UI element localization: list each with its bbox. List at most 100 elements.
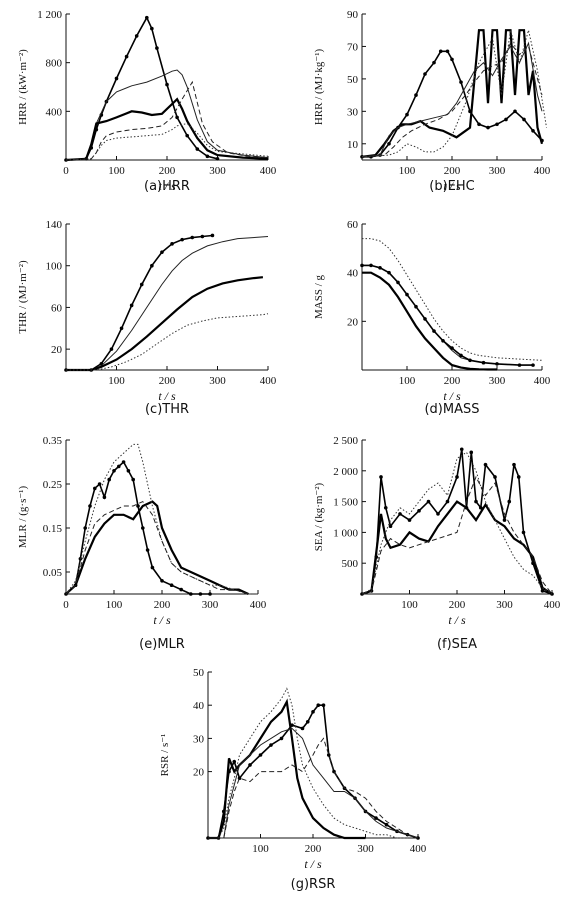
y-tick-label: 60 (51, 302, 63, 314)
y-tick-label: 500 (342, 558, 359, 570)
data-point (121, 460, 126, 464)
panel-d: 100 200 300 400 20 40 60 MASS / g t / s(d)MASS (313, 219, 551, 417)
x-tick-label: 100 (399, 375, 416, 387)
series-line-dot (208, 687, 408, 839)
data-point (423, 72, 427, 76)
y-tick-label: 100 (46, 261, 63, 273)
data-point (531, 129, 535, 133)
data-point (455, 475, 459, 479)
data-point (190, 235, 195, 240)
series-line-dot (65, 122, 269, 161)
y-tick-label: 20 (51, 344, 63, 356)
series-line-dot (361, 30, 547, 158)
data-point (208, 592, 212, 596)
data-point (160, 250, 164, 254)
y-tick-label: 20 (193, 767, 205, 779)
data-point (387, 270, 391, 275)
y-axis-label: HRR / (MJ·kg⁻¹) (313, 49, 325, 126)
panel-caption: (b)EHC (429, 179, 474, 194)
y-tick-label: 2 000 (333, 466, 358, 478)
x-tick-label: 300 (357, 843, 374, 855)
data-point (478, 505, 483, 510)
series-line-dash (65, 500, 258, 595)
data-point (379, 475, 383, 479)
data-point (248, 763, 252, 767)
y-axis-label: THR / (MJ·m⁻²) (17, 260, 29, 334)
data-point (232, 759, 237, 764)
data-point (414, 304, 418, 309)
series-line-bold (361, 29, 544, 158)
data-point (93, 486, 97, 491)
data-point (124, 54, 129, 59)
data-point (185, 133, 189, 138)
y-tick-label: 1 500 (333, 497, 358, 509)
series-line-solid (362, 264, 533, 366)
data-point (450, 346, 454, 350)
panel-b: 100 200 300 400 10 30 50 70 90 HRR / (MJ·kg⁻¹) t /… (313, 9, 551, 194)
data-point (136, 504, 140, 508)
series-line-dash (208, 737, 419, 839)
series-line-marker (66, 234, 213, 371)
series-line-marker (208, 704, 419, 839)
data-point (512, 462, 516, 467)
y-tick-label: 50 (193, 667, 205, 679)
data-point (374, 816, 378, 820)
series-line-dot (66, 313, 269, 371)
panel-c: 100 200 300 400 20 60 100 140 THR / (MJ·m⁻²) t / … (17, 219, 277, 417)
x-tick-label: 300 (489, 375, 506, 387)
data-point (279, 736, 284, 741)
data-point (504, 117, 508, 122)
data-point (405, 112, 409, 117)
data-point (195, 147, 200, 151)
data-point (387, 141, 391, 146)
data-point (88, 504, 92, 508)
series-line-marker (362, 264, 533, 366)
data-point (169, 583, 174, 587)
y-tick-label: 40 (347, 268, 359, 280)
data-point (131, 477, 135, 482)
data-point (414, 93, 418, 97)
x-tick-label: 200 (154, 599, 171, 611)
x-tick-label: 300 (496, 599, 513, 611)
data-point (311, 710, 315, 714)
data-point (360, 263, 364, 268)
data-point (459, 353, 463, 358)
data-point (477, 122, 481, 127)
data-point (436, 512, 440, 516)
data-point (145, 548, 150, 552)
data-point (481, 360, 486, 365)
data-point (119, 326, 124, 331)
data-point (468, 358, 472, 363)
y-axis-label: SEA / (kg·m⁻²) (313, 482, 325, 551)
x-tick-label: 300 (489, 165, 506, 177)
series-line-solid (208, 727, 419, 839)
y-tick-label: 0.25 (43, 479, 63, 491)
data-point (139, 282, 144, 287)
data-point (102, 495, 107, 500)
data-point (417, 509, 421, 513)
data-point (109, 347, 114, 351)
data-point (134, 34, 139, 38)
data-point (540, 589, 545, 593)
panel-caption: (e)MLR (139, 637, 185, 652)
data-point (450, 57, 454, 62)
data-point (150, 263, 154, 268)
data-point (432, 329, 436, 333)
data-point (516, 475, 521, 479)
data-point (300, 726, 305, 731)
series-line-bold (362, 271, 497, 371)
data-point (145, 15, 149, 20)
data-point (493, 475, 497, 479)
x-tick-label: 100 (252, 843, 269, 855)
x-tick-label: 200 (305, 843, 322, 855)
data-point (517, 363, 522, 367)
data-point (384, 822, 389, 827)
data-point (175, 115, 179, 120)
data-point (150, 565, 155, 570)
data-point (200, 234, 205, 239)
data-point (438, 49, 443, 54)
x-tick-label: 300 (202, 599, 219, 611)
data-point (180, 237, 184, 242)
data-point (326, 753, 331, 757)
